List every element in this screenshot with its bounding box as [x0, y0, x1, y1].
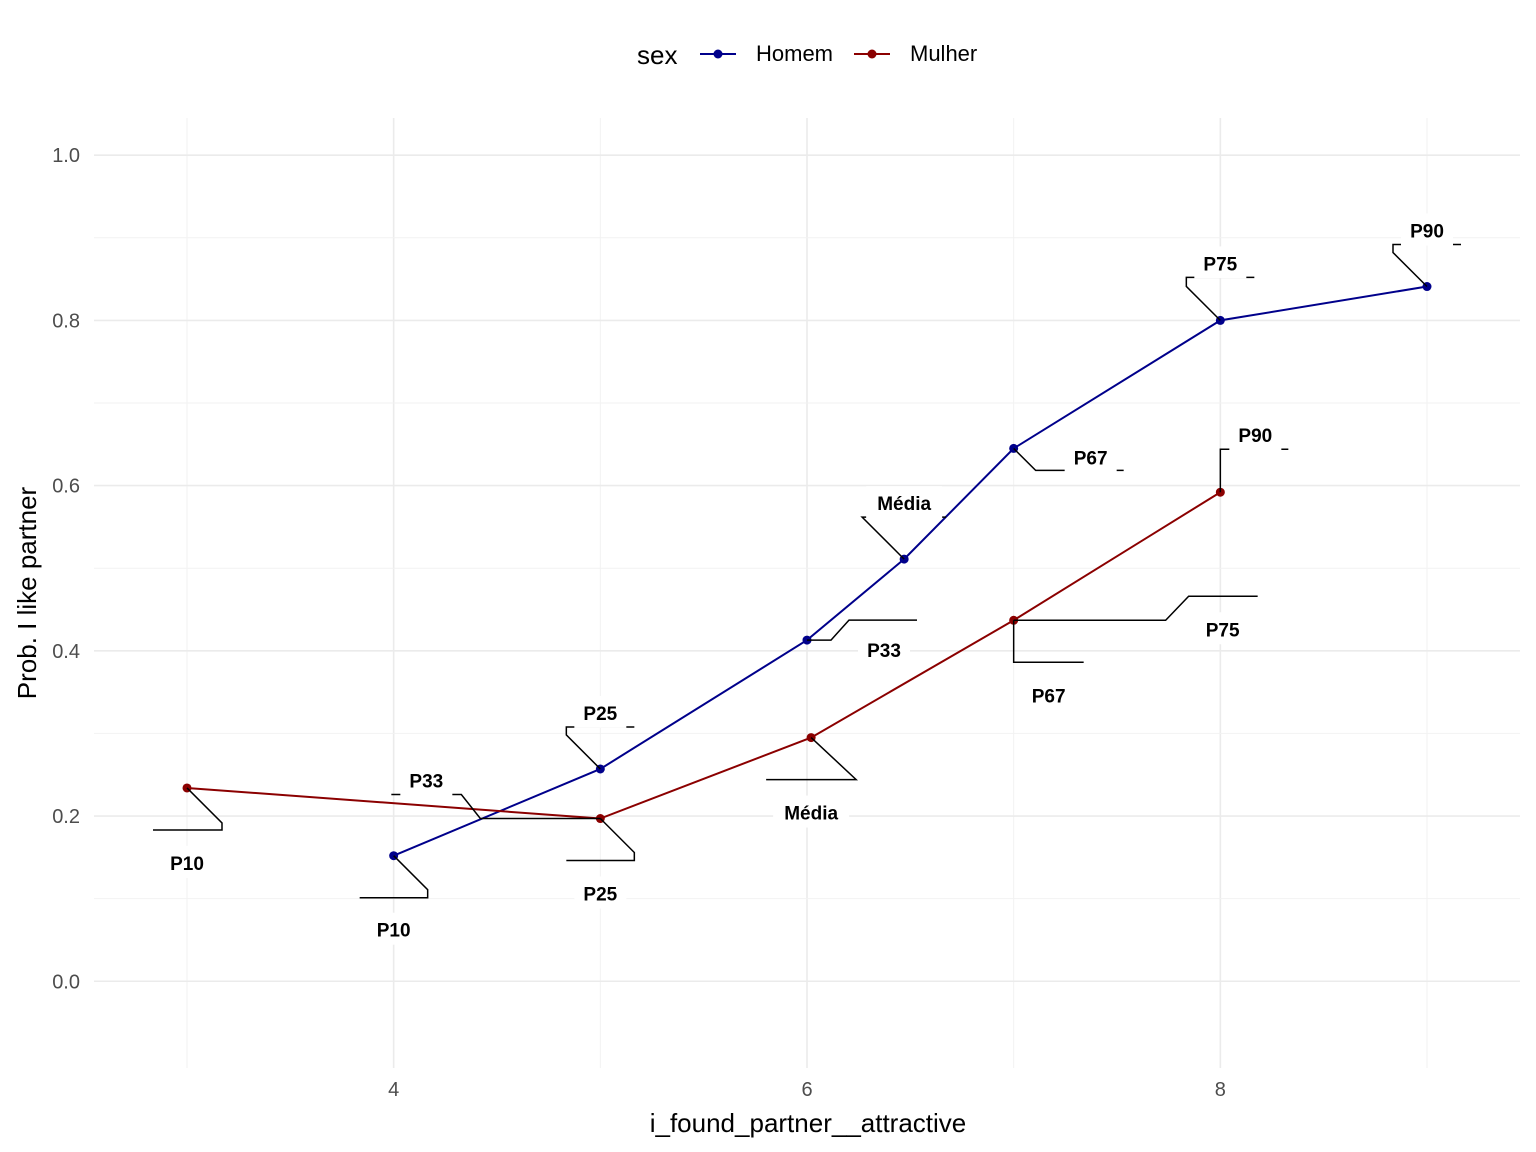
legend-key-point-mulher: [867, 49, 877, 59]
annotation-homem-label-bg: [367, 912, 420, 945]
x-axis-title: i_found_partner__attractive: [650, 1108, 967, 1138]
annotation-mulher-label: P10: [170, 854, 204, 875]
legend: sex Homem Mulher: [637, 40, 977, 70]
annotation-mulher-leader: [391, 793, 601, 820]
annotation-homem-label: P33: [867, 641, 901, 662]
annotation-homem-label: Média: [877, 494, 931, 515]
x-tick-label: 8: [1215, 1079, 1226, 1101]
annotation-mulher: P90: [1219, 418, 1289, 493]
annotation-mulher: P10: [153, 787, 223, 878]
annotation-homem-label-bg: [1401, 213, 1453, 246]
annotation-homem: P75: [1185, 246, 1255, 321]
y-tick-labels: 0.0 0.2 0.4 0.6 0.8 1.0: [52, 145, 80, 993]
legend-item-mulher: Mulher: [854, 41, 977, 66]
grid-layer: [94, 118, 1520, 1068]
annotation-homem-label-bg: [1194, 246, 1247, 279]
annotation-mulher-leader: [1013, 595, 1258, 622]
annotation-mulher-label: Média: [784, 804, 838, 825]
annotation-homem-label: P25: [583, 704, 617, 725]
annotation-mulher: P67: [1012, 620, 1084, 711]
series-line-mulher: [186, 491, 1221, 820]
annotation-homem-label-bg: [1064, 440, 1117, 473]
legend-label-mulher: Mulher: [910, 41, 977, 66]
x-tick-labels: 4 6 8: [388, 1079, 1226, 1101]
y-tick-label: 0.4: [52, 641, 80, 663]
annotation-mulher-label: P67: [1032, 686, 1066, 707]
annotation-mulher: Média: [766, 737, 859, 828]
annotation-homem-label-bg: [574, 695, 627, 728]
annotation-mulher-label-bg: [1229, 418, 1282, 451]
annotation-mulher-label: P25: [583, 885, 617, 906]
y-tick-label: 0.0: [52, 971, 80, 993]
annotation-homem-leader: [359, 855, 429, 899]
annotation-mulher-label-bg: [1022, 678, 1075, 711]
annotation-homem-leader: [860, 516, 947, 560]
annotation-mulher-leader: [766, 737, 859, 781]
annotation-mulher: P33: [391, 763, 601, 820]
annotation-mulher-label-bg: [773, 795, 850, 828]
y-tick-label: 0.8: [52, 310, 80, 332]
y-tick-label: 0.6: [52, 476, 80, 498]
annotation-mulher-label-bg: [400, 763, 453, 796]
legend-key-point-homem: [713, 49, 723, 59]
annotation-homem: Média: [860, 486, 947, 560]
x-tick-label: 6: [801, 1079, 812, 1101]
y-tick-label: 0.2: [52, 806, 80, 828]
annotation-homem-label: P90: [1410, 222, 1444, 243]
annotation-mulher: P25: [566, 817, 636, 909]
annotation-mulher-leader: [1012, 620, 1084, 664]
annotation-layer: P10 P25 P33 Média P67 P75 P90 P10 P25 Média P67 P90…: [153, 213, 1461, 945]
legend-title: sex: [637, 40, 677, 70]
legend-label-homem: Homem: [756, 41, 833, 66]
annotation-mulher-label-bg: [161, 845, 213, 878]
annotation-homem-label-bg: [858, 633, 910, 666]
annotation-homem-label: P67: [1074, 448, 1108, 469]
annotation-mulher-label-bg: [574, 876, 627, 909]
annotation-homem-label-bg: [866, 486, 943, 519]
annotation-homem: P90: [1392, 213, 1461, 288]
legend-item-homem: Homem: [700, 41, 833, 66]
annotation-homem-leader: [807, 619, 917, 641]
annotation-homem: P25: [565, 695, 635, 770]
annotation-mulher-label: P90: [1238, 426, 1272, 447]
y-tick-label: 1.0: [52, 145, 80, 167]
annotation-homem: P67: [1013, 440, 1124, 473]
annotation-homem: P33: [807, 619, 917, 666]
annotation-mulher-label-bg: [1196, 612, 1249, 645]
annotation-mulher: P75: [1013, 595, 1258, 645]
annotation-mulher-leader: [153, 787, 223, 831]
annotation-homem: P10: [359, 855, 429, 945]
annotation-mulher-leader: [566, 817, 636, 862]
y-axis-title: Prob. I like partner: [12, 486, 42, 699]
series-line-homem: [393, 285, 1428, 857]
x-tick-label: 4: [388, 1079, 399, 1101]
annotation-homem-label: P10: [377, 921, 411, 942]
annotation-mulher-label: P33: [409, 772, 443, 793]
annotation-homem-label: P75: [1203, 254, 1237, 275]
annotation-mulher-label: P75: [1206, 620, 1240, 641]
